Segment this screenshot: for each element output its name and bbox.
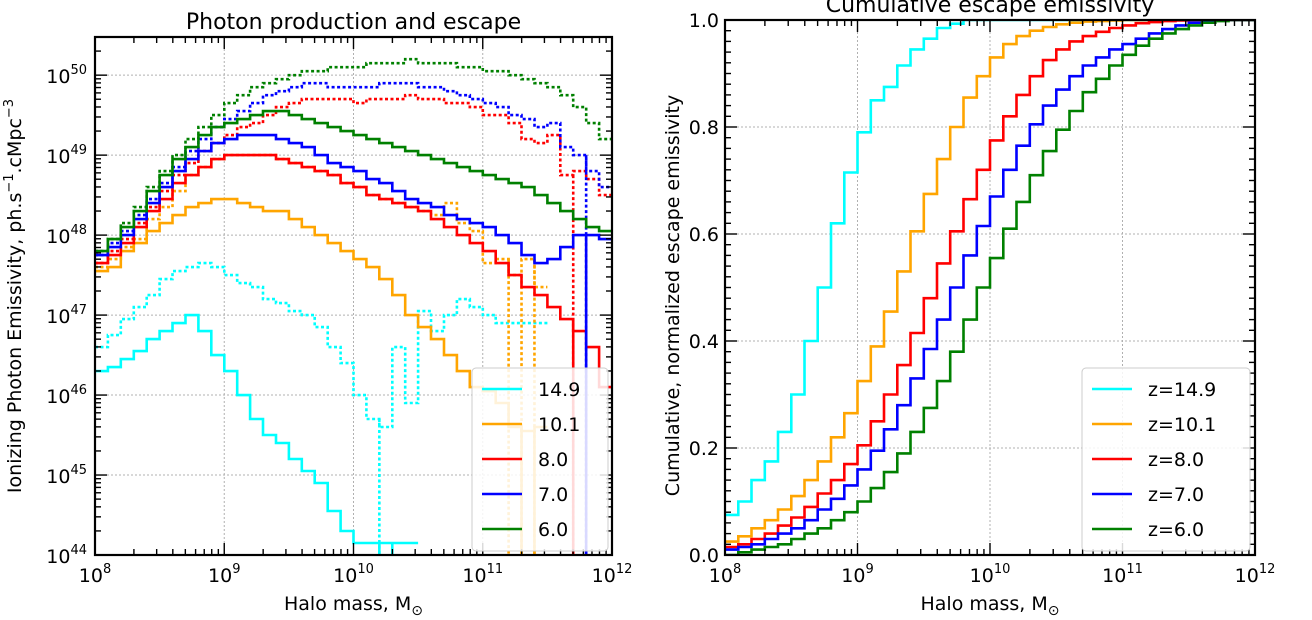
right-chart: 108 109 1010 1011 1012 0.0 0.2 0.4 0.6 0.8 1.0 Cumu… [662,0,1275,619]
plot-area [725,20,1255,555]
legend-label: 8.0 [538,449,568,471]
y-tick-label: 0.2 [689,438,719,460]
left-chart: 108 109 1010 1011 1012 1044 1045 1046 1047 1048 10… [2,10,632,619]
series-line-10-1 [95,197,548,433]
chart-title: Photon production and escape [186,10,521,35]
x-axis-label: Halo mass, M⊙ [284,593,423,619]
x-tick-label: 1011 [462,562,503,587]
legend-label: z=14.9 [1148,379,1216,401]
y-axis-label: Cumulative, normalized escape emissivity [662,95,684,496]
series-line-14-9 [95,313,419,545]
x-tick-label: 1012 [592,562,633,587]
x-tick-label: 1011 [1102,562,1143,587]
legend-label: 7.0 [538,484,568,506]
y-tick-label: 0.6 [689,224,719,246]
series-line-z-7-0 [725,20,1255,551]
x-tick-label: 109 [841,562,873,587]
x-tick-label: 109 [208,562,240,587]
y-tick-label: 1050 [46,63,87,88]
chart-title: Cumulative escape emissivity [826,0,1155,18]
y-tick-label: 1046 [46,383,87,408]
y-tick-label: 1044 [46,543,87,568]
legend-label: z=7.0 [1148,484,1204,506]
x-tick-label: 108 [79,562,111,587]
series-line-z-8-0 [725,20,1255,549]
y-axis-label: Ionizing Photon Emissivity, ph.s−1.cMpc−… [2,99,26,493]
y-tick-label: 1048 [46,223,87,248]
legend-label: 10.1 [538,414,580,436]
legend-label: z=6.0 [1148,519,1204,541]
legend-label: 14.9 [538,379,580,401]
y-tick-label: 0.8 [689,117,719,139]
series-line-8-0 [95,153,612,389]
series-line-7-0 [95,133,612,265]
y-tick-label: 0.0 [689,545,719,567]
y-tick-label: 1045 [46,463,87,488]
y-tick-label: 1049 [46,143,87,168]
y-tick-label: 1047 [46,303,87,328]
series-line-14-9-escape [95,261,548,429]
ticks [724,19,1256,556]
y-tick-label: 0.4 [689,331,719,353]
legend-label: z=10.1 [1148,414,1216,436]
series-line-z-6-0 [725,20,1255,555]
x-tick-label: 1012 [1235,562,1276,587]
series-line-z-14-9 [725,20,1255,517]
legend: 14.9 10.1 8.0 7.0 6.0 [471,367,609,552]
legend-label: 6.0 [538,519,568,541]
legend-label: z=8.0 [1148,449,1204,471]
series-line-6-0 [95,109,612,253]
legend: z=14.9 z=10.1 z=8.0 z=7.0 z=6.0 [1081,367,1251,552]
x-tick-label: 108 [709,562,741,587]
x-tick-label: 1010 [970,562,1011,587]
y-tick-label: 1.0 [689,10,719,32]
x-axis-label: Halo mass, M⊙ [920,593,1059,619]
x-tick-label: 1010 [333,562,374,587]
